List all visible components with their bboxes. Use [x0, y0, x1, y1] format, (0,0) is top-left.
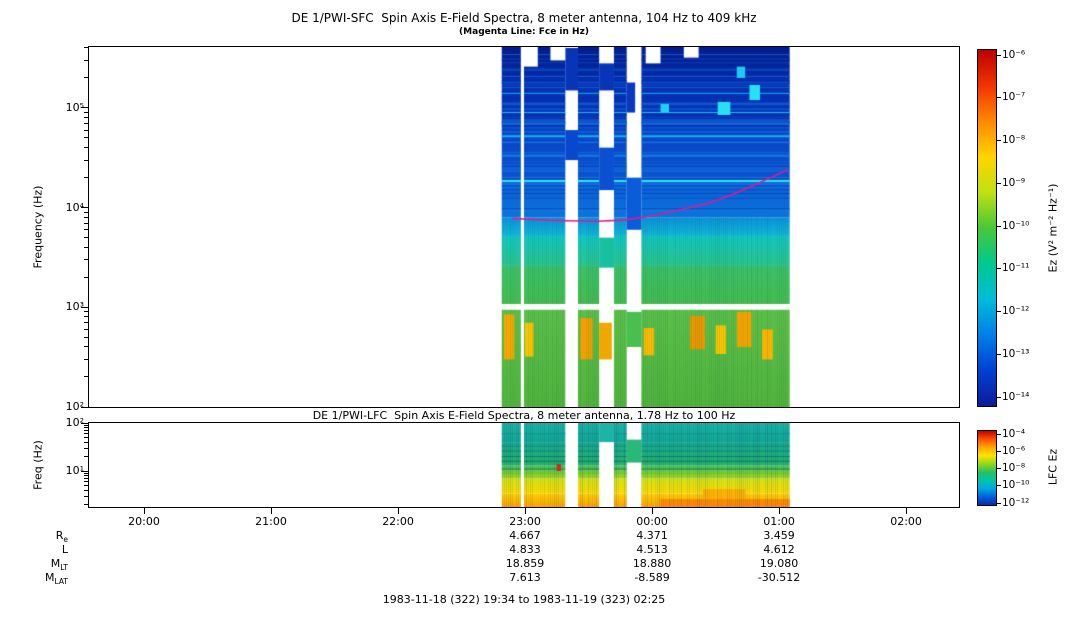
ephemeris-value: 4.833 — [509, 543, 541, 556]
x-tick-label: 20:00 — [128, 515, 160, 528]
x-tick-mark — [651, 508, 653, 514]
x-tick-label: 01:00 — [763, 515, 795, 528]
sfc-y-axis-label: Frequency (Hz) — [31, 185, 45, 269]
sfc-ytick-mark — [81, 406, 88, 408]
lfc-ytick-label: 10² — [65, 416, 84, 429]
lfc-ytick-mark — [81, 470, 88, 472]
ephemeris-value: -8.589 — [634, 571, 670, 584]
x-tick-label: 22:00 — [382, 515, 414, 528]
sfc-ytick-mark — [81, 306, 88, 308]
sfc-colorbar-tick-mark — [997, 353, 1001, 355]
sfc-ytick-label: 10⁵ — [65, 100, 84, 114]
sfc-colorbar-tick-label: 10⁻⁶ — [1002, 48, 1026, 61]
ephemeris-row-label: MLT — [50, 557, 68, 573]
lfc-colorbar-tick-mark — [997, 485, 1001, 487]
lfc-colorbar — [977, 430, 997, 506]
ephemeris-value: 7.613 — [509, 571, 541, 584]
lfc-y-axis-label: Freq (Hz) — [31, 440, 45, 490]
lfc-colorbar-tick-mark — [997, 450, 1001, 452]
sfc-ytick-label: 10³ — [65, 300, 84, 314]
lfc-spectrogram-canvas — [89, 423, 959, 507]
lfc-colorbar-tick-label: 10⁻¹⁰ — [1002, 479, 1030, 492]
sfc-colorbar-tick-mark — [997, 396, 1001, 398]
x-tick-label: 02:00 — [890, 515, 922, 528]
ephemeris-value: 4.371 — [636, 529, 668, 542]
sfc-spectrogram-canvas — [89, 47, 959, 407]
sfc-subtitle: (Magenta Line: Fce in Hz) — [459, 27, 589, 37]
lfc-ytick-mark — [81, 422, 88, 424]
sfc-colorbar-tick-mark — [997, 97, 1001, 99]
x-tick-mark — [397, 508, 399, 514]
lfc-colorbar-tick-mark — [997, 433, 1001, 435]
sfc-colorbar-tick-label: 10⁻⁹ — [1002, 176, 1026, 189]
sfc-title: DE 1/PWI-SFC Spin Axis E-Field Spectra, … — [291, 11, 757, 25]
sfc-colorbar-tick-label: 10⁻⁸ — [1002, 134, 1026, 146]
sfc-colorbar-tick-mark — [997, 225, 1001, 227]
ephemeris-row-label: Re — [55, 529, 68, 545]
lfc-colorbar-tick-label: 10⁻⁸ — [1002, 462, 1026, 474]
sfc-colorbar-tick-label: 10⁻⁷ — [1002, 91, 1026, 104]
time-range-caption: 1983-11-18 (322) 19:34 to 1983-11-19 (32… — [382, 593, 666, 606]
sfc-colorbar-tick-mark — [997, 140, 1001, 141]
ephemeris-value: 4.513 — [636, 543, 668, 556]
lfc-title: DE 1/PWI-LFC Spin Axis E-Field Spectra, … — [312, 409, 736, 422]
x-tick-mark — [524, 508, 526, 514]
sfc-ytick-mark — [81, 107, 88, 109]
sfc-colorbar-tick-label: 10⁻¹³ — [1002, 347, 1030, 360]
sfc-colorbar-tick-label: 10⁻¹⁰ — [1002, 219, 1030, 232]
sfc-colorbar-tick-mark — [997, 268, 1001, 270]
sfc-ytick-label: 10² — [65, 400, 84, 413]
ephemeris-value: 19.080 — [759, 557, 799, 570]
ephemeris-value: 3.459 — [763, 529, 795, 542]
sfc-ytick-label: 10⁴ — [65, 200, 84, 214]
lfc-colorbar-tick-mark — [997, 502, 1001, 504]
sfc-colorbar-tick-label: 10⁻¹¹ — [1002, 262, 1030, 275]
x-tick-label: 23:00 — [509, 515, 541, 528]
sfc-spectrogram — [88, 46, 960, 408]
lfc-colorbar-tick-label: 10⁻¹² — [1002, 496, 1030, 509]
x-tick-mark — [778, 508, 780, 514]
x-tick-label: 00:00 — [636, 515, 668, 528]
x-tick-mark — [270, 508, 272, 514]
sfc-colorbar-label: Ez (V² m⁻² Hz⁻¹) — [1046, 183, 1060, 273]
sfc-colorbar-tick-mark — [997, 182, 1001, 184]
lfc-colorbar-tick-label: 10⁻⁶ — [1002, 444, 1026, 457]
ephemeris-value: 18.880 — [632, 557, 672, 570]
lfc-colorbar-tick-label: 10⁻⁴ — [1002, 427, 1026, 440]
x-tick-mark — [143, 508, 145, 514]
lfc-spectrogram — [88, 422, 960, 508]
ephemeris-value: -30.512 — [757, 571, 801, 584]
x-tick-label: 21:00 — [255, 515, 287, 528]
sfc-colorbar-tick-mark — [997, 54, 1001, 56]
sfc-colorbar — [977, 49, 997, 407]
lfc-ytick-label: 10¹ — [65, 464, 84, 477]
sfc-ytick-mark — [81, 207, 88, 209]
ephemeris-row-label: MLAT — [45, 571, 68, 587]
ephemeris-value: 4.612 — [763, 543, 795, 556]
ephemeris-value: 4.667 — [509, 529, 541, 542]
sfc-colorbar-tick-label: 10⁻¹² — [1002, 305, 1030, 317]
lfc-colorbar-tick-mark — [997, 468, 1001, 469]
sfc-colorbar-tick-label: 10⁻¹⁴ — [1002, 390, 1030, 403]
ephemeris-row-label: L — [61, 543, 68, 556]
ephemeris-value: 18.859 — [505, 557, 545, 570]
x-tick-mark — [905, 508, 907, 514]
lfc-colorbar-label: LFC Ez — [1046, 448, 1060, 486]
sfc-colorbar-tick-mark — [997, 311, 1001, 312]
